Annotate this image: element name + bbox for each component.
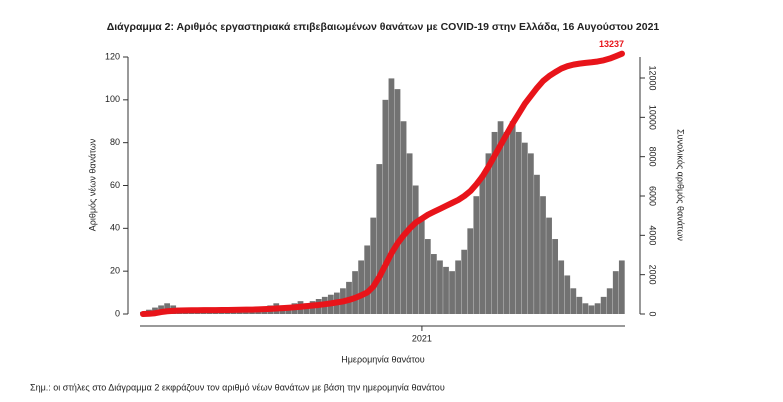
y-tick-label: 40 bbox=[110, 223, 120, 233]
y2-tick-label: 0 bbox=[648, 311, 658, 316]
x-tick-label: 2021 bbox=[412, 333, 432, 343]
y-axis-label: Αριθμός νέων θανάτων bbox=[87, 138, 97, 231]
bar bbox=[467, 228, 474, 314]
chart-title: Διάγραμμα 2: Αριθμός εργαστηριακά επιβεβ… bbox=[107, 21, 660, 33]
y2-tick-label: 2000 bbox=[648, 265, 658, 285]
bar bbox=[600, 296, 607, 314]
y2-tick-label: 6000 bbox=[648, 186, 658, 206]
bar bbox=[461, 249, 468, 314]
bar bbox=[479, 174, 486, 314]
bar bbox=[546, 217, 552, 314]
bar bbox=[576, 296, 583, 314]
bar bbox=[352, 271, 358, 314]
bar bbox=[388, 78, 395, 315]
bar bbox=[588, 305, 595, 314]
y2-axis-label: Συνολικός αριθμός θανάτων bbox=[676, 129, 686, 241]
data-label: 13237 bbox=[599, 39, 624, 49]
y2-tick-label: 4000 bbox=[648, 225, 658, 245]
bar bbox=[437, 260, 443, 314]
bar bbox=[558, 260, 565, 314]
bar bbox=[540, 196, 546, 314]
bar bbox=[515, 131, 522, 314]
y2-tick-label: 12000 bbox=[648, 65, 658, 90]
bar bbox=[570, 288, 577, 314]
bar bbox=[618, 260, 625, 314]
cumulative-line bbox=[140, 50, 625, 317]
note: Σημ.: οι στήλες στο Διάγραμμα 2 εκφράζου… bbox=[30, 382, 445, 392]
bar bbox=[473, 196, 480, 314]
bar bbox=[521, 142, 528, 314]
bar bbox=[491, 131, 498, 314]
bar bbox=[612, 271, 619, 314]
y-tick-label: 0 bbox=[115, 308, 120, 318]
bar bbox=[285, 307, 292, 314]
bar bbox=[503, 131, 510, 314]
x-axis-label: Ημερομηνία θανάτου bbox=[341, 354, 425, 364]
bar bbox=[412, 185, 419, 314]
y-tick-label: 20 bbox=[110, 266, 120, 276]
y2-tick-label: 8000 bbox=[648, 147, 658, 167]
bar bbox=[455, 260, 462, 314]
bar bbox=[230, 311, 237, 314]
bar bbox=[564, 275, 571, 314]
bar bbox=[509, 121, 516, 314]
bar bbox=[582, 303, 589, 314]
bar bbox=[424, 239, 431, 314]
bar bbox=[382, 99, 389, 314]
bar bbox=[528, 153, 534, 314]
bar bbox=[418, 217, 425, 314]
y-tick-label: 80 bbox=[110, 137, 120, 147]
bar bbox=[449, 271, 455, 314]
bar bbox=[376, 164, 383, 314]
y-tick-label: 60 bbox=[110, 180, 120, 190]
bar bbox=[364, 245, 371, 314]
bar bbox=[358, 260, 365, 314]
bar bbox=[400, 121, 407, 314]
bar bbox=[552, 239, 559, 314]
y-tick-label: 100 bbox=[105, 94, 120, 104]
bar bbox=[406, 153, 413, 314]
bar bbox=[497, 121, 504, 314]
bar bbox=[443, 266, 449, 314]
y2-tick-label: 10000 bbox=[648, 105, 658, 130]
bar bbox=[394, 89, 401, 314]
y-tick-label: 120 bbox=[105, 51, 120, 61]
bar bbox=[485, 153, 492, 314]
bar bbox=[594, 303, 601, 314]
bar bbox=[606, 288, 613, 314]
bar bbox=[534, 174, 540, 314]
bar bbox=[431, 254, 437, 314]
bar bbox=[370, 217, 377, 314]
